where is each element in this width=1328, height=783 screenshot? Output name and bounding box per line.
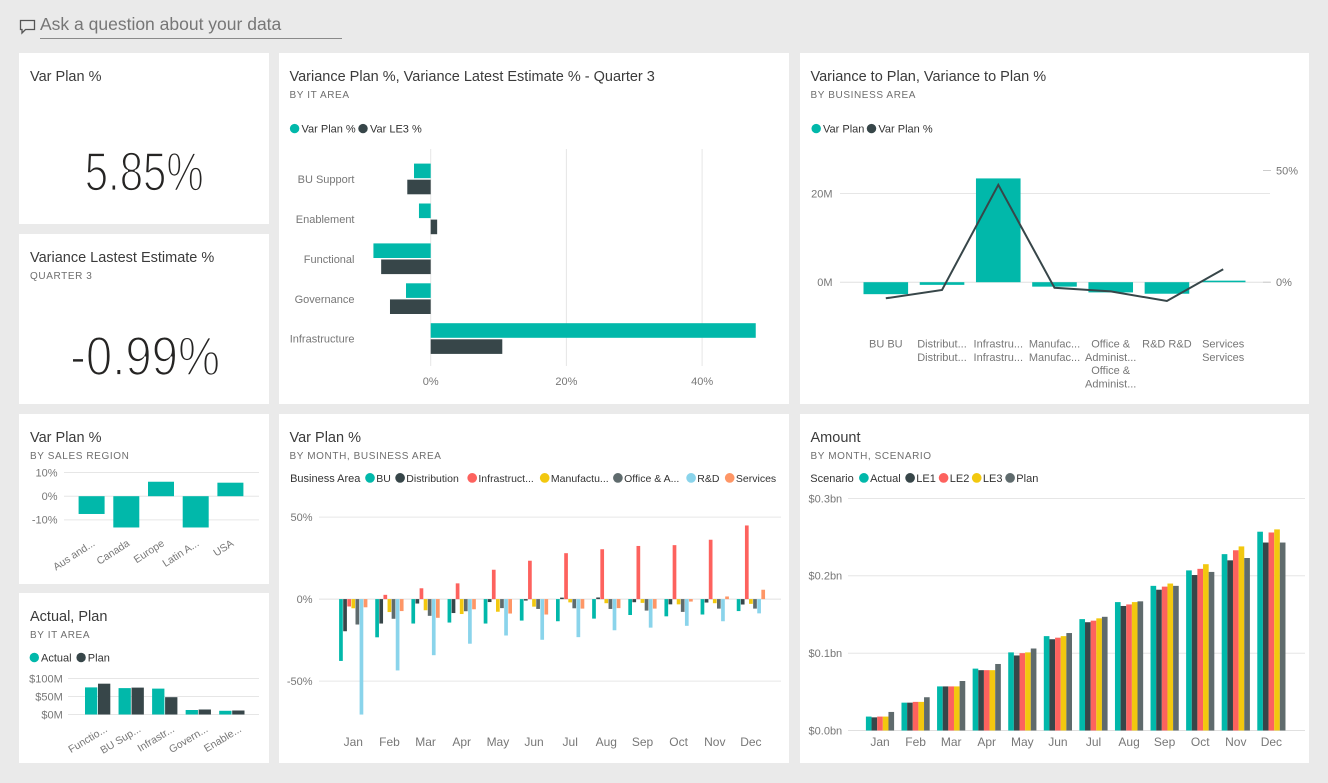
svg-text:0%: 0%	[42, 491, 58, 503]
svg-text:Var Plan %: Var Plan %	[301, 124, 355, 136]
svg-text:-0.99%: -0.99%	[70, 325, 220, 387]
svg-text:Enablement: Enablement	[295, 214, 354, 226]
svg-text:Govern...: Govern...	[167, 723, 210, 756]
svg-text:Feb: Feb	[905, 735, 926, 749]
svg-text:0M: 0M	[817, 277, 832, 289]
svg-text:$0.2bn: $0.2bn	[808, 570, 842, 582]
svg-text:-10%: -10%	[32, 514, 58, 526]
svg-text:$50M: $50M	[35, 691, 63, 703]
svg-text:Jan: Jan	[870, 735, 889, 749]
svg-text:Distribut...: Distribut...	[917, 352, 967, 364]
svg-text:Apr: Apr	[977, 735, 996, 749]
svg-text:Latin A...: Latin A...	[161, 537, 202, 569]
svg-text:Jul: Jul	[562, 735, 577, 749]
svg-text:Manufac...: Manufac...	[1028, 338, 1079, 350]
svg-text:Mar: Mar	[415, 735, 436, 749]
svg-text:Var LE3 %: Var LE3 %	[370, 124, 422, 136]
svg-text:LE3: LE3	[982, 472, 1002, 484]
svg-text:Feb: Feb	[379, 735, 400, 749]
svg-text:Distribution: Distribution	[406, 472, 459, 484]
svg-text:Actual: Actual	[870, 472, 901, 484]
svg-text:Services: Services	[735, 472, 775, 484]
svg-text:Apr: Apr	[452, 735, 471, 749]
svg-text:Nov: Nov	[704, 735, 725, 749]
svg-text:LE2: LE2	[949, 472, 969, 484]
svg-text:Manufactu...: Manufactu...	[550, 472, 608, 484]
svg-text:Services: Services	[1202, 352, 1245, 364]
svg-text:0%: 0%	[422, 376, 438, 388]
svg-text:20M: 20M	[811, 189, 832, 201]
svg-text:$0.1bn: $0.1bn	[808, 648, 842, 660]
svg-text:Oct: Oct	[1190, 735, 1209, 749]
svg-text:Var Plan %: Var Plan %	[878, 124, 932, 136]
svg-text:Sep: Sep	[631, 735, 653, 749]
svg-text:10%: 10%	[35, 467, 57, 479]
svg-text:Manufac...: Manufac...	[1028, 352, 1079, 364]
svg-text:BU BU: BU BU	[868, 338, 902, 350]
svg-text:-50%: -50%	[286, 675, 312, 687]
svg-text:Mar: Mar	[940, 735, 961, 749]
svg-text:LE1: LE1	[916, 472, 936, 484]
svg-text:Jul: Jul	[1085, 735, 1100, 749]
svg-text:Infrastructure: Infrastructure	[289, 334, 354, 346]
svg-text:Aug: Aug	[595, 735, 616, 749]
svg-text:$0.0bn: $0.0bn	[808, 725, 842, 737]
svg-text:R&D R&D: R&D R&D	[1142, 338, 1192, 350]
svg-text:Jun: Jun	[1048, 735, 1067, 749]
svg-text:20%: 20%	[555, 376, 577, 388]
svg-text:Office &: Office &	[1091, 365, 1131, 377]
svg-text:Infrastru...: Infrastru...	[973, 338, 1023, 350]
svg-text:Infrastruct...: Infrastruct...	[478, 472, 533, 484]
svg-text:Aus and...: Aus and...	[51, 537, 97, 573]
svg-text:Governance: Governance	[294, 294, 354, 306]
svg-text:Jan: Jan	[343, 735, 362, 749]
svg-text:Office &: Office &	[1091, 338, 1131, 350]
svg-text:Scenario: Scenario	[810, 472, 853, 484]
svg-text:Enable...: Enable...	[202, 723, 244, 755]
svg-text:50%: 50%	[290, 511, 312, 523]
svg-text:Administ...: Administ...	[1085, 352, 1136, 364]
svg-text:0%: 0%	[1276, 277, 1292, 289]
svg-text:Plan: Plan	[1016, 472, 1038, 484]
svg-text:Functional: Functional	[303, 254, 354, 266]
svg-text:Var Plan: Var Plan	[823, 124, 864, 136]
svg-text:Jun: Jun	[524, 735, 543, 749]
svg-text:Actual: Actual	[41, 653, 72, 665]
svg-text:$0M: $0M	[41, 709, 62, 721]
svg-text:May: May	[1010, 735, 1033, 749]
svg-text:Sep: Sep	[1153, 735, 1175, 749]
svg-text:Plan: Plan	[88, 653, 110, 665]
svg-text:0%: 0%	[296, 593, 312, 605]
svg-text:BU Support: BU Support	[297, 174, 354, 186]
svg-text:Distribut...: Distribut...	[917, 338, 967, 350]
svg-text:Dec: Dec	[740, 735, 761, 749]
svg-text:$100M: $100M	[29, 673, 63, 685]
svg-text:50%: 50%	[1276, 166, 1298, 178]
svg-text:5.85%: 5.85%	[85, 141, 204, 203]
svg-text:Aug: Aug	[1118, 735, 1139, 749]
svg-text:Services: Services	[1202, 338, 1245, 350]
svg-text:$0.3bn: $0.3bn	[808, 493, 842, 505]
svg-text:USA: USA	[211, 537, 236, 559]
svg-text:Dec: Dec	[1260, 735, 1281, 749]
svg-text:Infrastru...: Infrastru...	[973, 352, 1023, 364]
svg-text:R&D: R&D	[697, 472, 720, 484]
svg-text:Oct: Oct	[669, 735, 688, 749]
svg-text:Administ...: Administ...	[1085, 379, 1136, 391]
svg-text:May: May	[486, 735, 509, 749]
svg-text:40%: 40%	[691, 376, 713, 388]
svg-text:Office & A...: Office & A...	[624, 472, 679, 484]
svg-text:BU: BU	[376, 472, 391, 484]
svg-text:Canada: Canada	[95, 537, 133, 567]
svg-text:Nov: Nov	[1225, 735, 1246, 749]
svg-text:Business Area: Business Area	[290, 472, 361, 484]
